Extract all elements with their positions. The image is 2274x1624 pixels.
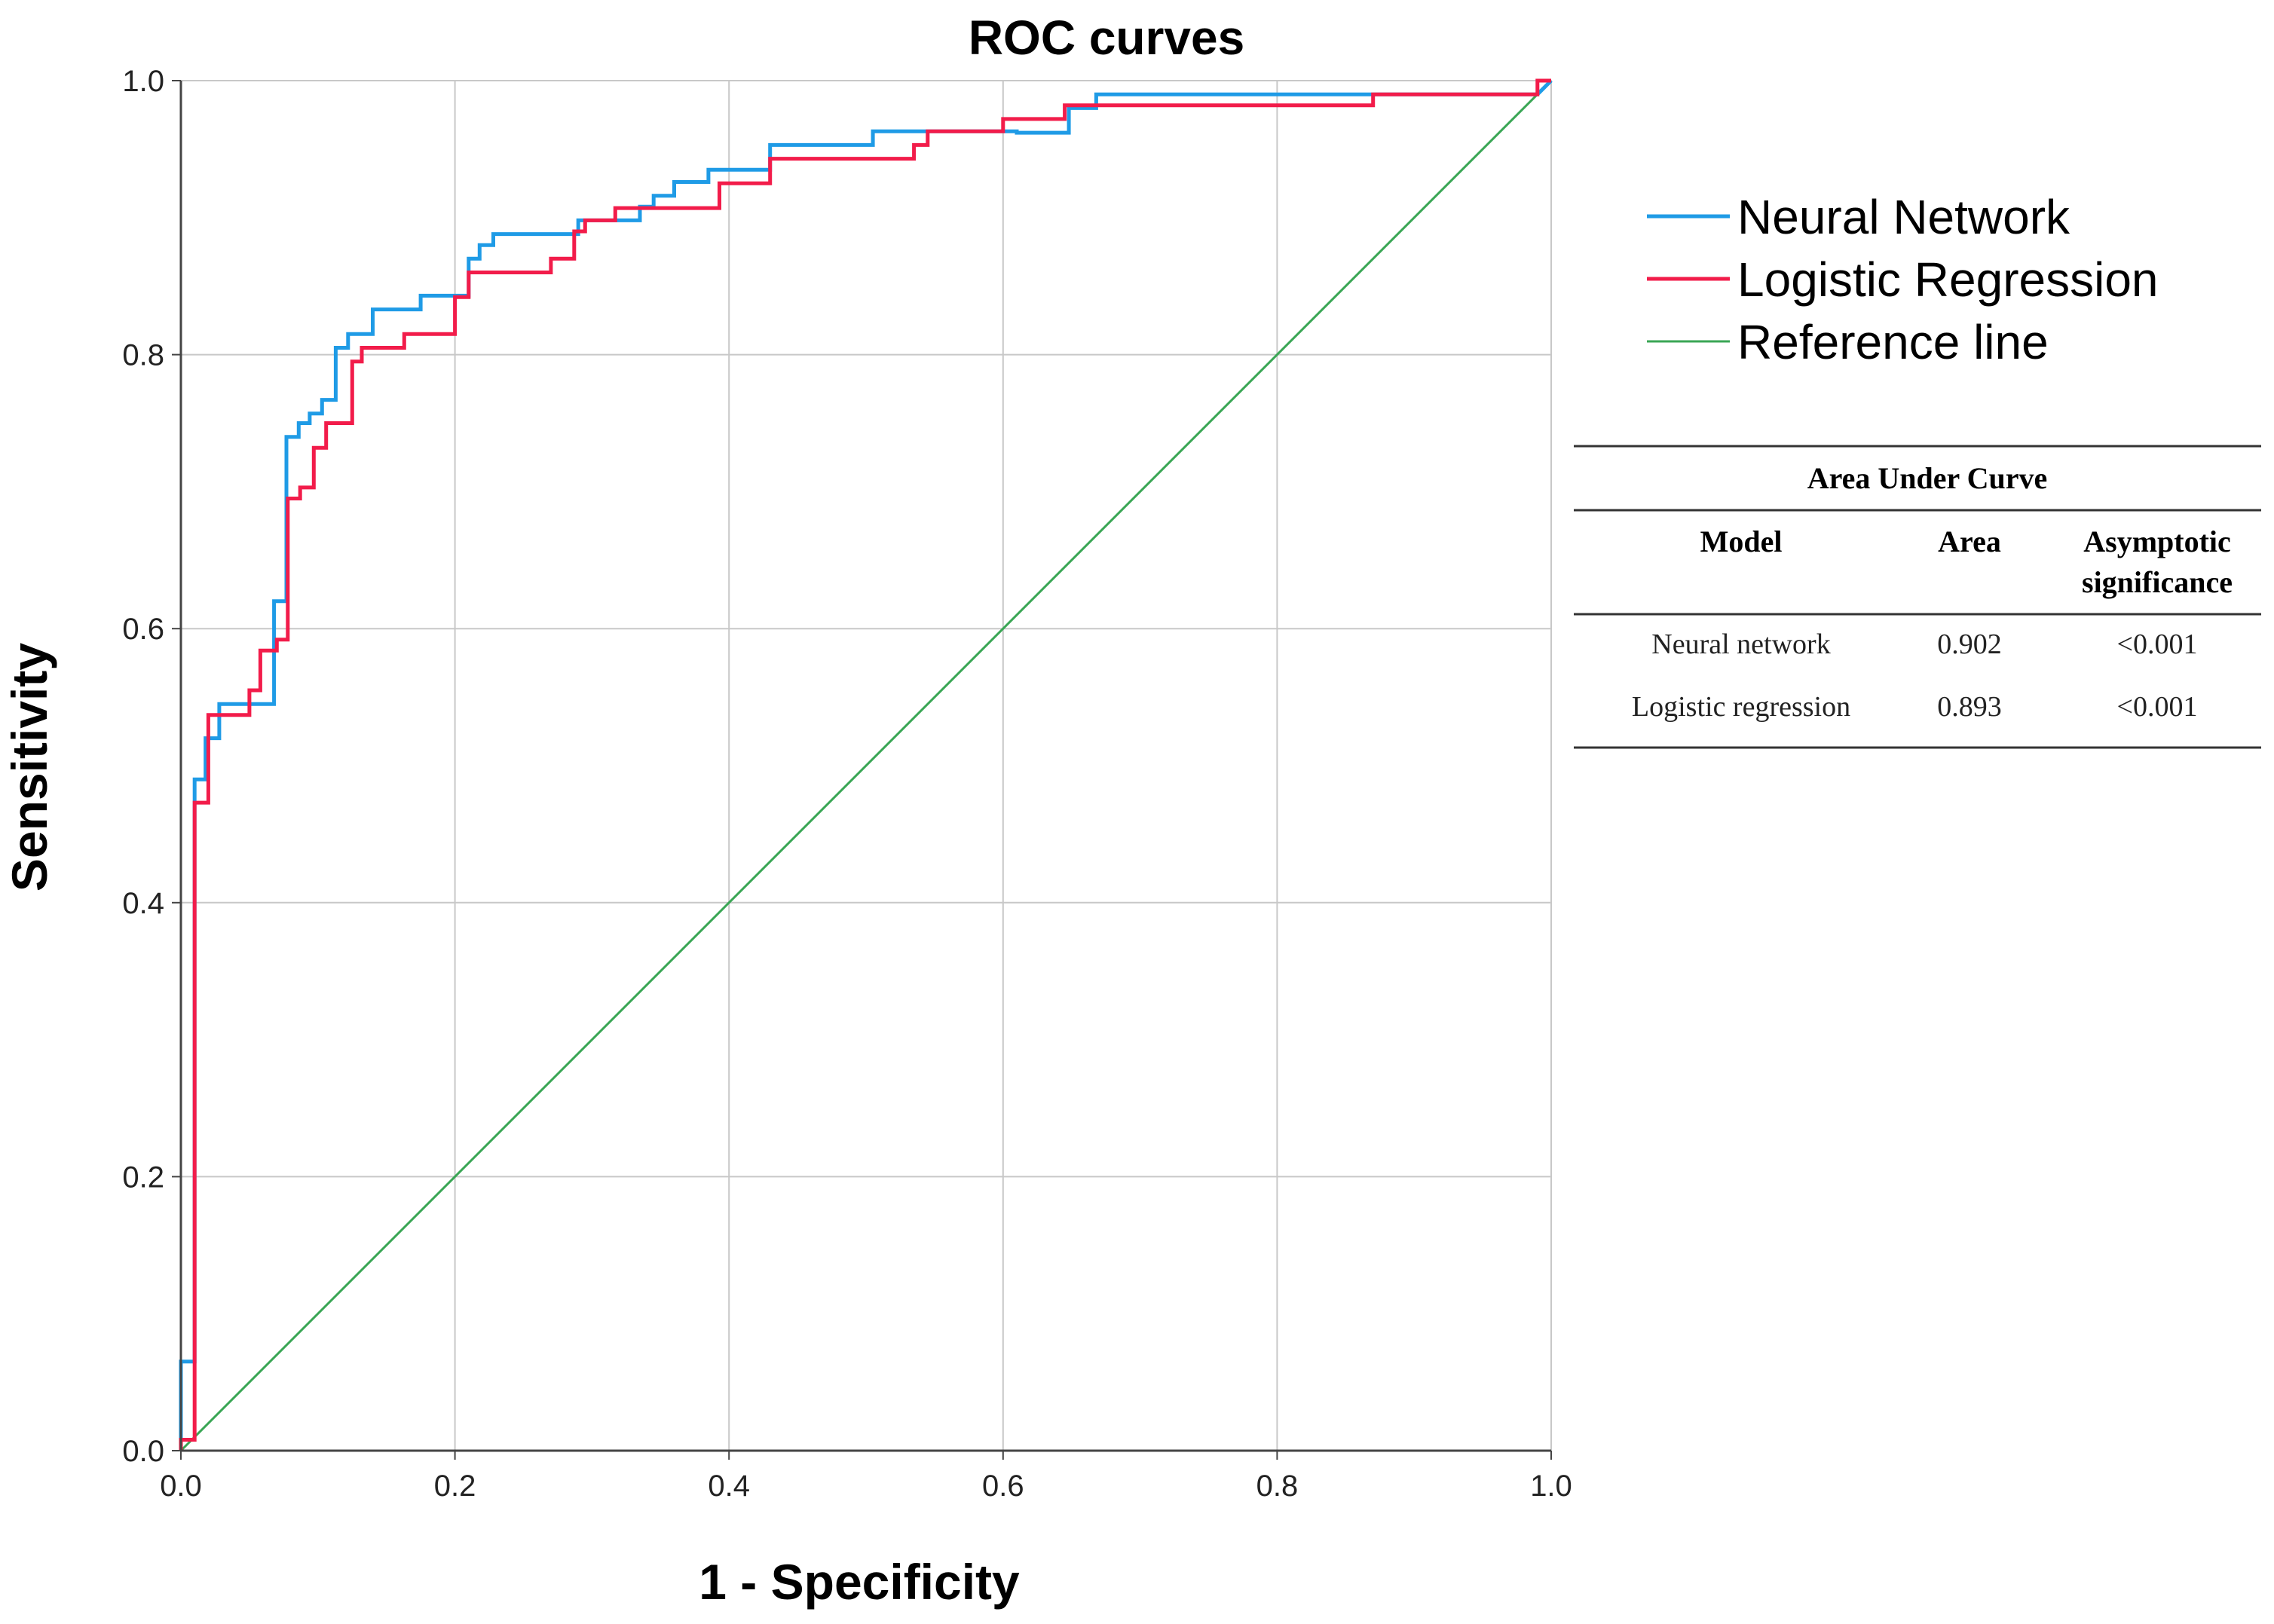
table-header-asymptotic: Asymptotic	[2083, 525, 2231, 558]
table-cell-area-1: 0.893	[1937, 691, 2002, 723]
y-tick-label-4: 0.8	[122, 339, 164, 372]
plot-area: 0.0 0.2 0.4 0.6 0.8 1.0 0.0 0.2 0.4 0.6 0.8 1.0	[122, 65, 1572, 1503]
x-axis-label: 1 - Specificity	[699, 1554, 1020, 1610]
x-ticks: 0.0 0.2 0.4 0.6 0.8 1.0	[160, 1451, 1572, 1503]
y-tick-label-5: 1.0	[122, 65, 164, 98]
table-cell-model-0: Neural network	[1651, 628, 1830, 660]
table-cell-sig-1: <0.001	[2117, 691, 2198, 723]
table-header-model: Model	[1700, 525, 1783, 558]
y-tick-label-0: 0.0	[122, 1435, 164, 1468]
x-tick-label-0: 0.0	[160, 1470, 202, 1503]
y-tick-label-3: 0.6	[122, 613, 164, 646]
table-header-area: Area	[1938, 525, 2001, 558]
y-tick-label-2: 0.4	[122, 887, 164, 920]
x-tick-label-3: 0.6	[982, 1470, 1024, 1503]
x-tick-label-2: 0.4	[708, 1470, 750, 1503]
x-tick-label-5: 1.0	[1530, 1470, 1572, 1503]
y-axis-label: Sensitivity	[2, 643, 57, 892]
series-line-logistic-regression	[179, 78, 1551, 1451]
series-group	[179, 78, 1553, 1452]
table-header-significance: significance	[2082, 565, 2233, 599]
table-cell-sig-0: <0.001	[2117, 628, 2198, 660]
table-title: Area Under Curve	[1807, 461, 2047, 495]
series-line-reference-line	[179, 79, 1553, 1452]
legend-label-logistic-regression: Logistic Regression	[1737, 252, 2159, 307]
table-cell-model-1: Logistic regression	[1632, 691, 1850, 723]
legend-label-reference-line: Reference line	[1737, 315, 2049, 369]
legend: Neural Network Logistic Regression Refer…	[1647, 190, 2159, 369]
y-ticks: 0.0 0.2 0.4 0.6 0.8 1.0	[122, 65, 181, 1468]
table-cell-area-0: 0.902	[1937, 628, 2002, 660]
x-tick-label-4: 0.8	[1256, 1470, 1299, 1503]
auc-table: Area Under Curve Model Area Asymptotic s…	[1574, 445, 2261, 749]
chart-title: ROC curves	[969, 11, 1244, 65]
x-tick-label-1: 0.2	[434, 1470, 476, 1503]
legend-label-neural-network: Neural Network	[1737, 190, 2070, 244]
y-tick-label-1: 0.2	[122, 1161, 164, 1194]
